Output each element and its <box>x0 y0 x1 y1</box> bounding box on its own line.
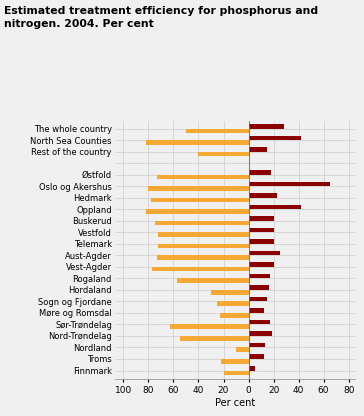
Bar <box>151 198 249 203</box>
Bar <box>249 228 274 232</box>
Bar <box>249 193 277 198</box>
Bar <box>249 124 284 129</box>
Bar <box>155 221 249 225</box>
Bar <box>249 343 265 347</box>
Bar <box>186 129 249 133</box>
Bar <box>249 136 301 140</box>
Bar <box>157 255 249 260</box>
Bar <box>249 170 271 175</box>
Bar <box>249 182 330 186</box>
Bar <box>157 175 249 179</box>
Bar <box>249 239 274 244</box>
Bar <box>249 262 274 267</box>
Bar <box>249 251 280 255</box>
Bar <box>158 232 249 237</box>
Bar <box>220 313 249 317</box>
Bar <box>249 354 264 359</box>
Text: Estimated treatment efficiency for phosphorus and
nitrogen. 2004. Per cent: Estimated treatment efficiency for phosp… <box>4 6 318 29</box>
Bar <box>249 308 264 313</box>
Bar <box>152 267 249 272</box>
Bar <box>249 332 272 336</box>
Bar <box>146 209 249 214</box>
Bar <box>249 205 301 209</box>
Bar <box>249 147 267 152</box>
Bar <box>217 302 249 306</box>
Bar <box>146 140 249 145</box>
Bar <box>198 152 249 156</box>
Bar <box>221 359 249 364</box>
Bar <box>249 297 267 302</box>
Bar <box>236 347 249 352</box>
Bar <box>249 274 270 278</box>
Bar <box>249 216 274 221</box>
Bar <box>223 371 249 375</box>
Bar <box>211 290 249 295</box>
Bar <box>149 186 249 191</box>
Bar <box>158 244 249 248</box>
Bar <box>249 285 269 290</box>
Bar <box>177 278 249 283</box>
X-axis label: Per cent: Per cent <box>215 398 255 408</box>
Bar <box>249 366 255 371</box>
Bar <box>170 324 249 329</box>
Bar <box>249 320 270 324</box>
Bar <box>180 336 249 341</box>
